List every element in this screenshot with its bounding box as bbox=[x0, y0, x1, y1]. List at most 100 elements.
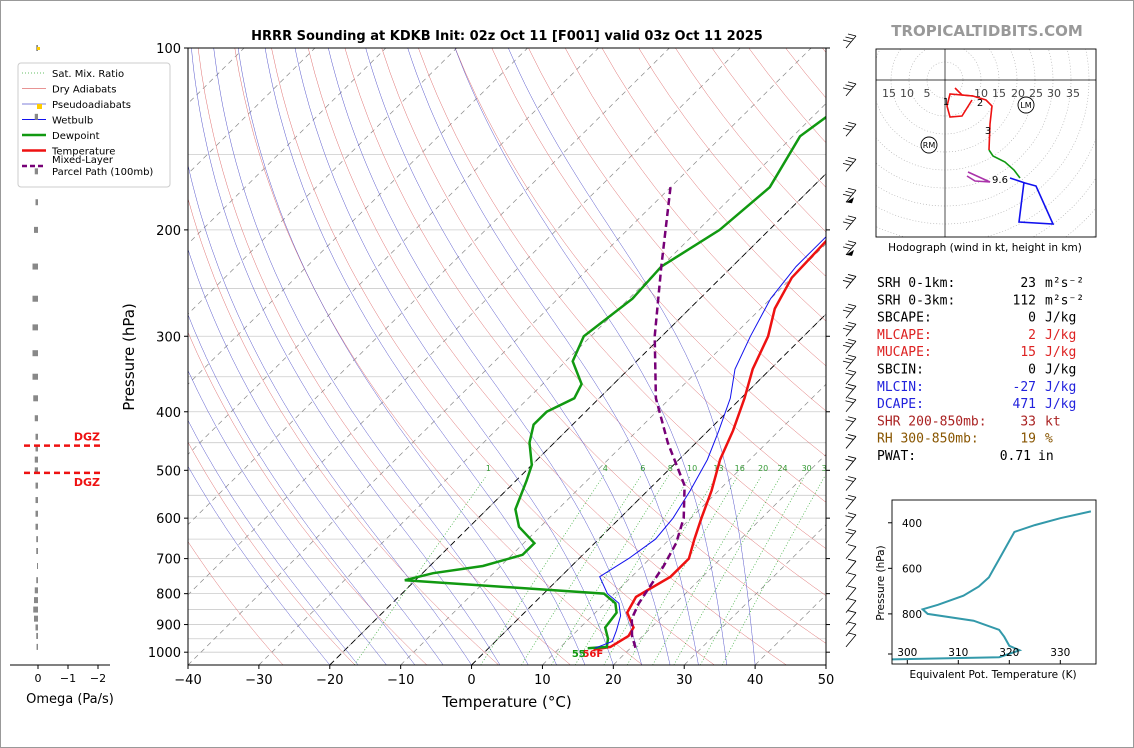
pseudoadiabat bbox=[188, 369, 387, 665]
stat-unit: J/kg bbox=[1045, 363, 1076, 378]
wind-barb bbox=[845, 397, 857, 413]
dgz-label: DGZ bbox=[74, 431, 100, 444]
omega-bar bbox=[35, 510, 38, 517]
theta-e-x-tick-label: 310 bbox=[948, 647, 968, 659]
theta-e-profile bbox=[892, 510, 1092, 661]
y-tick-label: 500 bbox=[156, 464, 181, 479]
theta-e-x-label: Equivalent Pot. Temperature (K) bbox=[909, 669, 1076, 681]
site-watermark: TROPICALTIDBITS.COM bbox=[891, 22, 1083, 40]
x-tick-label: 10 bbox=[534, 673, 551, 688]
profile-mixed-layer-parcel-path-mb- bbox=[630, 187, 686, 650]
hodo-marker-label: RM bbox=[923, 141, 936, 150]
wind-barb bbox=[842, 187, 857, 204]
wind-barb bbox=[845, 585, 857, 601]
stat-value: 15 bbox=[1020, 345, 1036, 360]
stat-value: 0.71 bbox=[1000, 449, 1031, 464]
y-tick-label: 600 bbox=[156, 512, 181, 527]
hodo-ring-label: 15 bbox=[882, 87, 896, 100]
omega-bar bbox=[37, 562, 38, 569]
stat-label: RH 300-850mb: bbox=[877, 432, 979, 447]
x-tick-label: −20 bbox=[316, 673, 343, 688]
wind-barb bbox=[842, 274, 857, 289]
y-tick-label: 1000 bbox=[148, 646, 181, 661]
omega-bar bbox=[32, 373, 38, 380]
mixing-ratio-line bbox=[480, 475, 604, 665]
x-tick-label: −10 bbox=[387, 673, 414, 688]
dry-adiabat bbox=[271, 48, 715, 665]
dry-adiabat bbox=[188, 331, 428, 665]
legend-entry: Sat. Mix. Ratio bbox=[52, 69, 124, 80]
stats-table: SRH 0-1km: 23 m²s⁻² SRH 0-3km: 112 m²s⁻² SBCAP… bbox=[877, 276, 1084, 464]
mixing-ratio-label: 36 bbox=[822, 464, 832, 473]
wind-barb bbox=[842, 338, 857, 354]
pseudoadiabat bbox=[237, 48, 557, 665]
pseudoadiabat bbox=[508, 48, 756, 665]
surface-temp-label: 56F bbox=[582, 649, 603, 660]
wind-barb bbox=[845, 369, 857, 385]
hodo-ring-label: 20 bbox=[1011, 87, 1025, 100]
pseudoadiabat bbox=[328, 48, 642, 665]
wind-barb bbox=[845, 598, 857, 613]
pseudoadiabat bbox=[188, 419, 359, 665]
omega-bar bbox=[32, 263, 38, 270]
mixing-ratio-line bbox=[603, 475, 718, 665]
omega-bar bbox=[34, 168, 38, 175]
hodo-trace-3-6km bbox=[988, 149, 1021, 179]
mixing-ratio-line bbox=[574, 475, 691, 665]
hodo-ring bbox=[1065, 207, 1096, 237]
hodo-frame bbox=[875, 48, 1097, 238]
omega-bar bbox=[35, 433, 38, 440]
legend-entry: Temperature bbox=[51, 147, 115, 158]
stat-label: SRH 0-1km: bbox=[877, 276, 955, 291]
wind-barb bbox=[845, 512, 857, 528]
isotherm bbox=[188, 48, 670, 526]
omega-bar bbox=[34, 415, 38, 422]
mixing-ratio-line bbox=[550, 475, 669, 665]
wind-barb bbox=[845, 434, 857, 449]
omega-bar bbox=[34, 597, 38, 604]
hodo-trace-upper bbox=[966, 171, 991, 183]
omega-bar bbox=[35, 445, 38, 452]
stat-value: 33 bbox=[1020, 414, 1036, 429]
hodo-trace-low bbox=[946, 93, 974, 118]
x-tick-label: −40 bbox=[174, 673, 201, 688]
mixing-ratio-line bbox=[521, 475, 642, 665]
stat-value: 112 bbox=[1013, 293, 1036, 308]
mixing-ratio-line bbox=[721, 475, 826, 665]
pseudoadiabat bbox=[213, 48, 529, 665]
dry-adiabat bbox=[418, 48, 826, 549]
stat-label: PWAT: bbox=[877, 449, 916, 464]
isotherm bbox=[683, 524, 826, 665]
stat-unit: in bbox=[1038, 449, 1054, 464]
dry-adiabat bbox=[564, 48, 826, 367]
stat-unit: kt bbox=[1045, 414, 1061, 429]
mixing-ratio-label: 30 bbox=[802, 464, 812, 473]
omega-bar bbox=[36, 632, 38, 639]
x-tick-label: 40 bbox=[747, 673, 764, 688]
isotherm bbox=[754, 594, 826, 665]
theta-e-y-tick-label: 800 bbox=[902, 609, 922, 621]
omega-tick-label: −2 bbox=[90, 672, 106, 685]
omega-bar bbox=[33, 606, 38, 613]
dry-adiabat bbox=[344, 48, 826, 644]
skewt-legend: Sat. Mix. Ratio Dry Adiabats Pseudoadiabat… bbox=[17, 62, 171, 188]
theta-e-panel: 300 310 320 330 400 600 800 bbox=[888, 499, 1097, 665]
omega-bar bbox=[35, 523, 38, 530]
stat-unit: J/kg bbox=[1045, 397, 1076, 412]
wind-barb bbox=[845, 455, 857, 471]
hodo-ring-label: 5 bbox=[924, 87, 931, 100]
isotherm bbox=[471, 313, 826, 665]
wind-barb bbox=[842, 321, 857, 337]
pseudoadiabat bbox=[454, 48, 728, 665]
stat-unit: J/kg bbox=[1045, 345, 1076, 360]
stat-unit: m²s⁻² bbox=[1045, 276, 1084, 291]
wind-barb bbox=[845, 558, 857, 574]
wind-barb bbox=[845, 621, 857, 637]
mixing-ratio-label: 24 bbox=[777, 464, 787, 473]
omega-bar bbox=[32, 350, 38, 357]
dry-adiabat bbox=[188, 541, 284, 665]
hodo-marker bbox=[920, 136, 938, 154]
